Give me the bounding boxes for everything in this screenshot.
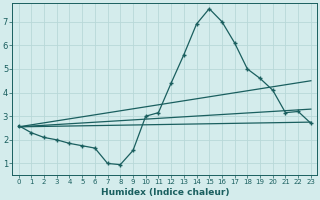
X-axis label: Humidex (Indice chaleur): Humidex (Indice chaleur) xyxy=(100,188,229,197)
